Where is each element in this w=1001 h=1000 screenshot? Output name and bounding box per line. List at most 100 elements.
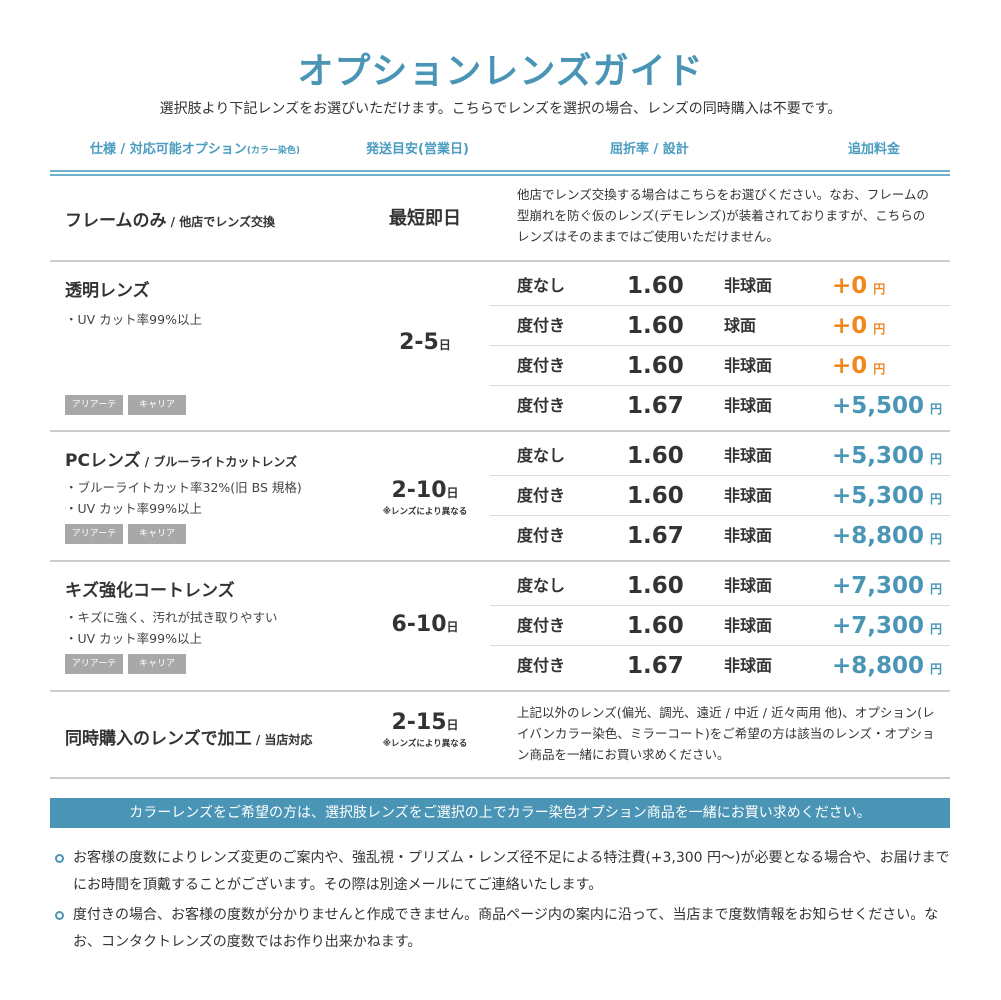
lens-option-row: 度付き 1.60 非球面 +0 円 [490,346,950,386]
header-index: 屈折率 / 設計 [610,142,689,157]
refractive-index: 1.67 [627,523,684,549]
lens-option-row: 度なし 1.60 非球面 +7,300 円 [490,566,950,606]
prescription-label: 度付き [517,356,566,375]
lens-feature: ・UV カット率99%以上 [65,312,202,327]
processing-row: 同時購入のレンズで加工 / 当店対応 2-15日 ※レンズにより異なる 上記以外の… [50,692,950,779]
lens-options: 度なし 1.60 非球面 +7,300 円度付き 1.60 非球面 +7,300 円度付き 1.6… [490,566,950,686]
option-tag: アリアーテ [65,654,123,674]
header-spec-label: 仕様 / 対応可能オプション [90,142,247,157]
header-ship: 発送目安(営業日) [366,142,469,157]
price-value: +8,800 [832,523,925,549]
price-value: +0 [832,273,868,299]
option-tags: アリアーテ キャリア [65,395,186,415]
lens-ship: 2-10日 ※レンズにより異なる [360,478,490,517]
price-unit: 円 [873,362,886,376]
option-tag: アリアーテ [65,524,123,544]
price-value: +8,800 [832,653,925,679]
lens-section: キズ強化コートレンズ ・キズに強く、汚れが拭き取りやすい ・UV カット率99%以… [50,562,950,692]
refractive-index: 1.60 [627,273,684,299]
lens-option-row: 度付き 1.67 非球面 +8,800 円 [490,516,950,556]
header-divider [50,170,950,176]
additional-price: +8,800 円 [832,646,942,689]
price-value: +5,500 [832,393,925,419]
lens-option-row: 度付き 1.67 非球面 +5,500 円 [490,386,950,426]
lens-info: キズ強化コートレンズ ・キズに強く、汚れが拭き取りやすい ・UV カット率99%以… [65,576,278,649]
frame-ship-value: 最短即日 [389,208,461,229]
price-unit: 円 [930,492,943,506]
lens-name-label: PCレンズ [65,451,141,471]
processing-ship-value: 2-15 [391,710,447,735]
page-subtitle: 選択肢より下記レンズをお選びいただけます。こちらでレンズを選択の場合、レンズの同… [159,101,842,117]
prescription-label: 度付き [517,486,566,505]
prescription-label: 度なし [517,576,566,595]
price-unit: 円 [873,322,886,336]
additional-price: +0 円 [832,266,885,309]
price-value: +0 [832,313,868,339]
option-tag: アリアーテ [65,395,123,415]
price-value: +7,300 [832,573,925,599]
refractive-index: 1.60 [627,573,684,599]
prescription-label: 度付き [517,616,566,635]
processing-ship-unit: 日 [446,718,459,732]
ship-note: ※レンズにより異なる [382,507,468,517]
lens-option-row: 度付き 1.60 球面 +0 円 [490,306,950,346]
lens-ship: 6-10日 [360,612,490,637]
lens-ship: 2-5日 [360,330,490,355]
price-unit: 円 [873,282,886,296]
lens-name: キズ強化コートレンズ [65,576,278,601]
lens-feature: ・キズに強く、汚れが拭き取りやすい [65,610,278,625]
price-value: +5,300 [832,443,925,469]
lens-info: PCレンズ / ブルーライトカットレンズ ・ブルーライトカット率32%(旧 BS… [65,446,302,519]
frame-ship: 最短即日 [360,204,490,230]
lens-design: 非球面 [724,526,773,545]
color-lens-banner: カラーレンズをご希望の方は、選択肢レンズをご選択の上でカラー染色オプション商品を… [50,798,950,828]
prescription-label: 度付き [517,316,566,335]
frame-name-label: フレームのみ [65,211,167,231]
header-spec: 仕様 / 対応可能オプション(カラー染色) [90,138,300,157]
prescription-label: 度付き [517,656,566,675]
processing-desc: 上記以外のレンズ(偏光、調光、遠近 / 中近 / 近々両用 他)、オプション(レ… [517,705,935,762]
option-tags: アリアーテ キャリア [65,654,186,674]
additional-price: +0 円 [832,346,885,389]
frame-name: フレームのみ / 他店でレンズ交換 [65,206,275,231]
refractive-index: 1.60 [627,353,684,379]
note-text: 度付きの場合、お客様の度数が分かりませんと作成できません。商品ページ内の案内に沿… [73,907,939,950]
processing-name: 同時購入のレンズで加工 / 当店対応 [65,724,312,749]
lens-option-row: 度なし 1.60 非球面 +0 円 [490,266,950,306]
lens-options: 度なし 1.60 非球面 +5,300 円度付き 1.60 非球面 +5,300 円度付き 1.6… [490,436,950,556]
prescription-label: 度なし [517,276,566,295]
lens-name-sub: / ブルーライトカットレンズ [140,455,298,469]
price-unit: 円 [930,402,943,416]
processing-name-sub: / 当店対応 [251,733,313,747]
refractive-index: 1.60 [627,313,684,339]
lens-name: 透明レンズ [65,276,202,301]
lens-design: 非球面 [724,656,773,675]
lens-feature: ・UV カット率99%以上 [65,501,202,516]
prescription-label: 度なし [517,446,566,465]
refractive-index: 1.60 [627,443,684,469]
lens-name: PCレンズ / ブルーライトカットレンズ [65,446,302,471]
lens-options: 度なし 1.60 非球面 +0 円度付き 1.60 球面 +0 円度付き 1.60 非球面 +0 円度付… [490,266,950,426]
price-value: +7,300 [832,613,925,639]
price-unit: 円 [930,532,943,546]
lens-option-row: 度なし 1.60 非球面 +5,300 円 [490,436,950,476]
page-title: オプションレンズガイド [297,51,704,92]
lens-option-row: 度付き 1.67 非球面 +8,800 円 [490,646,950,686]
refractive-index: 1.67 [627,653,684,679]
prescription-label: 度付き [517,526,566,545]
note-item: お客様の度数によりレンズ変更のご案内や、強乱視・プリズム・レンズ径不足による特注… [55,845,955,899]
frame-name-sub: / 他店でレンズ交換 [166,215,275,229]
lens-design: 非球面 [724,576,773,595]
lens-design: 球面 [724,316,757,335]
price-unit: 円 [930,622,943,636]
lens-design: 非球面 [724,486,773,505]
ship-days: 6-10 [391,612,447,637]
additional-price: +5,500 円 [832,386,942,429]
additional-price: +8,800 円 [832,516,942,559]
price-value: +0 [832,353,868,379]
prescription-label: 度付き [517,396,566,415]
lens-option-row: 度付き 1.60 非球面 +7,300 円 [490,606,950,646]
lens-name-label: 透明レンズ [65,281,150,301]
additional-price: +5,300 円 [832,476,942,519]
note-item: 度付きの場合、お客様の度数が分かりませんと作成できません。商品ページ内の案内に沿… [55,902,955,956]
